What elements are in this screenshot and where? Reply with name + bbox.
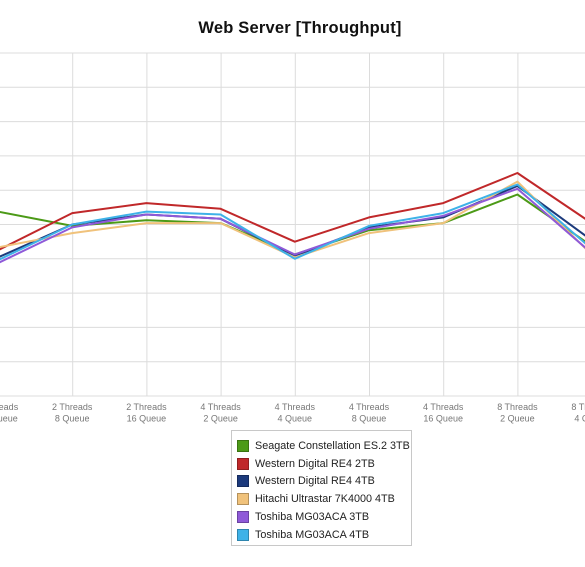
legend-item: Hitachi Ultrastar 7K4000 4TB (232, 490, 411, 508)
legend-swatch (237, 475, 249, 488)
chart-title: Web Server [Throughput] (198, 19, 402, 37)
x-tick-label: 2 Threads 8 Queue (52, 402, 93, 424)
legend-swatch (237, 511, 249, 524)
x-tick-label: 4 Threads 4 Queue (275, 402, 316, 424)
legend-item: Toshiba MG03ACA 4TB (232, 526, 411, 544)
x-tick-label: 4 Threads 2 Queue (200, 402, 241, 424)
legend-label: Toshiba MG03ACA 4TB (255, 528, 370, 541)
x-tick-label: 4 Threads 16 Queue (423, 402, 464, 424)
legend-label: Seagate Constellation ES.2 3TB (255, 439, 410, 452)
series-line-toshiba-mg03aca-3tb (0, 187, 585, 264)
legend: Seagate Constellation ES.2 3TB Western Di… (231, 430, 412, 546)
legend-label: Hitachi Ultrastar 7K4000 4TB (255, 493, 395, 506)
x-tick-label: 2 Threads 16 Queue (126, 402, 167, 424)
series-line-toshiba-mg03aca-4tb (0, 183, 585, 261)
series-line-western-digital-re4-2tb (0, 172, 585, 251)
x-tick-label: 8 Threads 2 Queue (497, 402, 538, 424)
x-tick-label: 4 Threads 8 Queue (349, 402, 390, 424)
legend-swatch (237, 439, 249, 452)
legend-label: Toshiba MG03ACA 3TB (255, 511, 370, 524)
legend-item: Western Digital RE4 4TB (232, 473, 411, 491)
series-line-hitachi-ultrastar-7k4000-4tb (0, 180, 585, 259)
legend-swatch (237, 493, 249, 506)
legend-item: Seagate Constellation ES.2 3TB (232, 437, 411, 455)
legend-swatch (237, 457, 249, 470)
legend-label: Western Digital RE4 2TB (255, 457, 375, 470)
legend-item: Toshiba MG03ACA 3TB (232, 508, 411, 526)
legend-item: Western Digital RE4 2TB (232, 455, 411, 473)
legend-swatch (237, 528, 249, 541)
legend-label: Western Digital RE4 4TB (255, 475, 375, 488)
